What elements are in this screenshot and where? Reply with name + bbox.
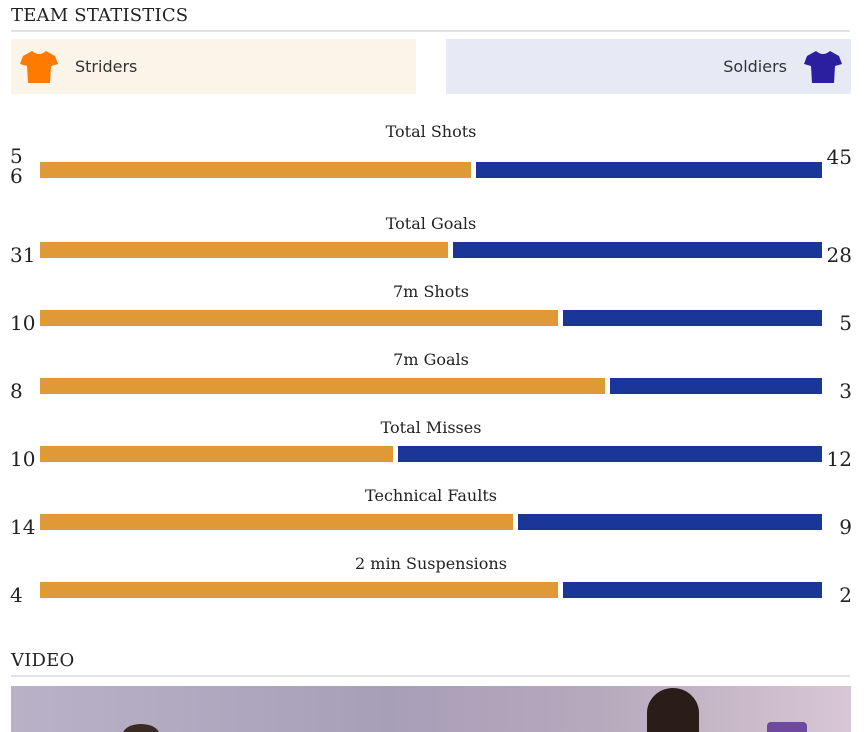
- video-section-title: VIDEO: [11, 649, 850, 677]
- stat-bar: [40, 162, 822, 178]
- video-player[interactable]: [11, 686, 851, 732]
- stat-total-shots: Total Shots 56 45: [0, 122, 864, 186]
- stat-home-value: 31: [10, 243, 36, 267]
- home-jersey-icon: [20, 50, 58, 83]
- stat-bar: [40, 582, 822, 598]
- stat-label: 7m Shots: [393, 282, 469, 301]
- stat-bar: [40, 242, 822, 258]
- stat-away-bar: [610, 378, 822, 394]
- stat-home-value: 56: [10, 144, 23, 188]
- video-person-center: [647, 688, 699, 732]
- away-jersey-icon: [804, 50, 842, 83]
- stat-total-goals: Total Goals 31 28: [0, 214, 864, 274]
- stat-bar: [40, 378, 822, 394]
- home-team-name: Striders: [75, 57, 138, 76]
- stat-home-value: 4: [10, 583, 23, 607]
- stat-away-bar: [563, 582, 822, 598]
- stat-2min-suspensions: 2 min Suspensions 4 2: [0, 554, 864, 614]
- stat-bar: [40, 514, 822, 530]
- stat-technical-faults: Technical Faults 14 9: [0, 486, 864, 546]
- stat-home-value: 14: [10, 515, 36, 539]
- home-team-banner: Striders: [11, 39, 416, 94]
- stat-home-value: 10: [10, 447, 36, 471]
- stat-home-value: 10: [10, 311, 36, 335]
- stat-home-bar: [40, 242, 448, 258]
- video-person-left: [123, 724, 159, 732]
- stat-home-bar: [40, 378, 605, 394]
- video-logo-patch: [767, 722, 807, 732]
- stat-label: Technical Faults: [365, 486, 497, 505]
- stat-label: 2 min Suspensions: [355, 554, 507, 573]
- stat-label: 7m Goals: [393, 350, 469, 369]
- team-statistics-title: TEAM STATISTICS: [11, 4, 850, 32]
- stat-away-value: 2: [839, 583, 852, 607]
- stat-label: Total Goals: [385, 214, 477, 233]
- stat-bar: [40, 310, 822, 326]
- stat-label: Total Misses: [380, 418, 482, 437]
- stat-away-value: 3: [839, 379, 852, 403]
- stat-away-bar: [518, 514, 822, 530]
- stat-away-value: 45: [826, 145, 852, 169]
- stat-home-value: 8: [10, 379, 23, 403]
- stat-away-value: 9: [839, 515, 852, 539]
- stat-home-bar: [40, 162, 471, 178]
- stat-away-bar: [398, 446, 822, 462]
- stat-away-value: 12: [826, 447, 852, 471]
- stat-label: Total Shots: [385, 122, 477, 141]
- stat-away-value: 5: [839, 311, 852, 335]
- stat-home-bar: [40, 446, 393, 462]
- stat-7m-shots: 7m Shots 10 5: [0, 282, 864, 342]
- stat-away-bar: [563, 310, 822, 326]
- stat-away-bar: [476, 162, 822, 178]
- stat-away-bar: [453, 242, 822, 258]
- stat-total-misses: Total Misses 10 12: [0, 418, 864, 478]
- stat-home-bar: [40, 514, 513, 530]
- stat-away-value: 28: [826, 243, 852, 267]
- stat-home-bar: [40, 582, 558, 598]
- away-team-name: Soldiers: [723, 57, 787, 76]
- stat-bar: [40, 446, 822, 462]
- away-team-banner: Soldiers: [446, 39, 851, 94]
- stat-7m-goals: 7m Goals 8 3: [0, 350, 864, 410]
- stat-home-bar: [40, 310, 558, 326]
